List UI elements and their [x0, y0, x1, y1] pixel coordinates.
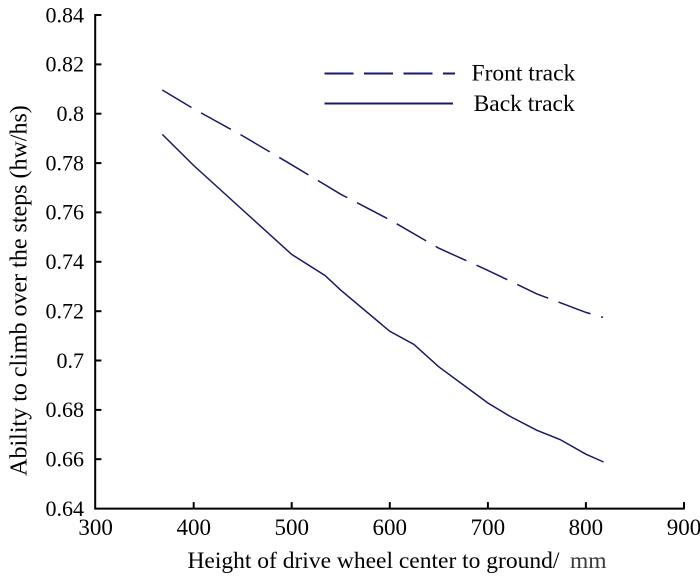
svg-text:0.74: 0.74 [46, 249, 85, 274]
svg-text:400: 400 [176, 515, 211, 540]
svg-text:0.72: 0.72 [46, 299, 85, 324]
svg-text:0.68: 0.68 [46, 397, 85, 422]
svg-text:0.64: 0.64 [46, 496, 85, 521]
svg-text:Front track: Front track [472, 61, 576, 87]
svg-text:Height of drive wheel center t: Height of drive wheel center to ground/ … [187, 548, 606, 574]
svg-text:0.8: 0.8 [57, 101, 85, 126]
svg-text:600: 600 [373, 515, 408, 540]
svg-text:0.82: 0.82 [46, 52, 85, 77]
svg-text:Ability to climb over the step: Ability to climb over the steps (hw/hs) [7, 105, 33, 476]
svg-text:0.76: 0.76 [46, 200, 85, 225]
svg-text:300: 300 [78, 515, 113, 540]
svg-text:700: 700 [471, 515, 506, 540]
svg-text:800: 800 [569, 515, 604, 540]
svg-text:0.66: 0.66 [46, 447, 85, 472]
svg-text:900: 900 [667, 515, 700, 540]
svg-text:0.84: 0.84 [46, 2, 85, 27]
svg-text:Back track: Back track [474, 91, 575, 117]
svg-text:0.7: 0.7 [57, 348, 85, 373]
svg-text:0.78: 0.78 [46, 150, 85, 175]
svg-text:500: 500 [274, 515, 309, 540]
